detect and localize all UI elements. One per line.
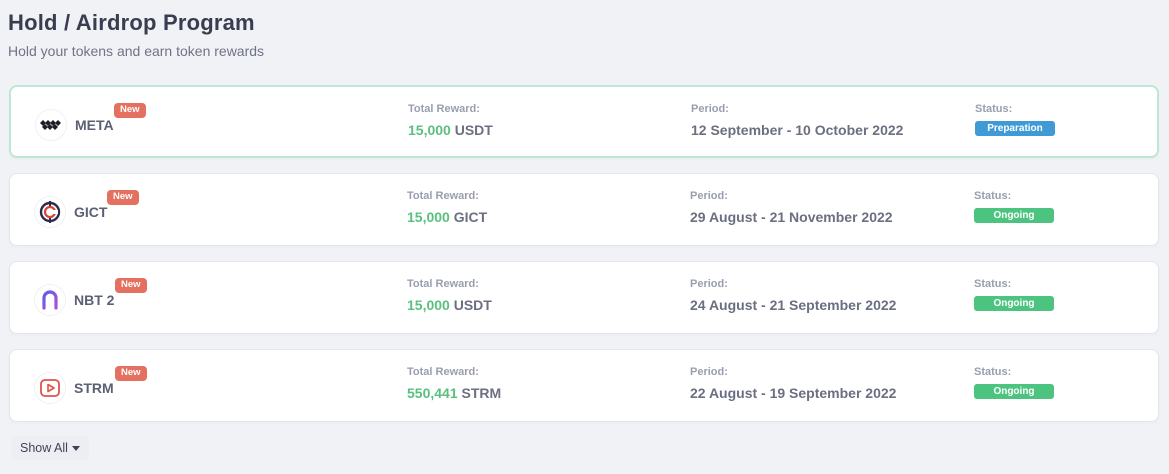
period-label: Period: [691, 103, 729, 115]
period-value: 29 August - 21 November 2022 [690, 209, 893, 225]
reward-amount: 15,000 [408, 122, 451, 138]
nbt-logo-icon [34, 284, 66, 316]
total-reward: Total Reward: 15,000 USDT [407, 278, 492, 313]
status-label: Status: [975, 103, 1013, 115]
status-label: Status: [974, 366, 1012, 378]
period-value: 24 August - 21 September 2022 [690, 297, 897, 313]
period: Period: 29 August - 21 November 2022 [690, 190, 893, 225]
total-reward-value: 550,441 STRM [407, 385, 501, 401]
program-card-strm[interactable]: STRM New Total Reward: 550,441 STRM Peri… [9, 349, 1159, 422]
token-name: STRM [74, 380, 114, 396]
total-reward-label: Total Reward: [408, 103, 480, 115]
reward-amount: 15,000 [407, 209, 450, 225]
status-badge: Ongoing [974, 208, 1054, 223]
token-name: META [75, 117, 114, 133]
total-reward-value: 15,000 USDT [408, 122, 493, 138]
total-reward: Total Reward: 15,000 GICT [407, 190, 487, 225]
status: Status: Ongoing [974, 190, 1054, 223]
total-reward-value: 15,000 GICT [407, 209, 487, 225]
new-badge: New [115, 366, 147, 381]
total-reward-label: Total Reward: [407, 190, 479, 202]
period-value: 22 August - 19 September 2022 [690, 385, 897, 401]
total-reward: Total Reward: 15,000 USDT [408, 103, 493, 138]
reward-amount: 15,000 [407, 297, 450, 313]
reward-unit: STRM [461, 385, 502, 401]
new-badge: New [114, 103, 146, 118]
page-title: Hold / Airdrop Program [8, 10, 255, 35]
reward-unit: USDT [454, 122, 493, 138]
total-reward-label: Total Reward: [407, 366, 479, 378]
reward-unit: GICT [453, 209, 488, 225]
page-subtitle: Hold your tokens and earn token rewards [8, 43, 265, 59]
period-label: Period: [690, 190, 728, 202]
status-badge: Ongoing [974, 384, 1054, 399]
strm-logo-icon [34, 372, 66, 404]
program-list: META New Total Reward: 15,000 USDT Perio… [9, 85, 1159, 437]
status-label: Status: [974, 278, 1012, 290]
program-card-nbt-2[interactable]: NBT 2 New Total Reward: 15,000 USDT Peri… [9, 261, 1159, 334]
reward-amount: 550,441 [407, 385, 458, 401]
page-header: Hold / Airdrop Program Hold your tokens … [8, 10, 264, 59]
period-label: Period: [690, 278, 728, 290]
status: Status: Ongoing [974, 366, 1054, 399]
token-info: GICT New [34, 190, 139, 230]
period: Period: 24 August - 21 September 2022 [690, 278, 896, 313]
meta-logo-icon [35, 109, 67, 141]
total-reward-label: Total Reward: [407, 278, 479, 290]
program-card-meta[interactable]: META New Total Reward: 15,000 USDT Perio… [9, 85, 1159, 158]
total-reward-value: 15,000 USDT [407, 297, 492, 313]
total-reward: Total Reward: 550,441 STRM [407, 366, 501, 401]
period-label: Period: [690, 366, 728, 378]
status-badge: Preparation [975, 121, 1055, 136]
show-all-label: Show All [20, 441, 68, 455]
gict-logo-icon [34, 196, 66, 228]
token-info: NBT 2 New [34, 278, 147, 318]
period-value: 12 September - 10 October 2022 [691, 122, 904, 138]
status: Status: Preparation [975, 103, 1055, 136]
show-all-button[interactable]: Show All [11, 436, 89, 460]
new-badge: New [107, 190, 139, 205]
new-badge: New [115, 278, 147, 293]
status-label: Status: [974, 190, 1012, 202]
token-info: META New [35, 103, 146, 143]
token-info: STRM New [34, 366, 147, 406]
status: Status: Ongoing [974, 278, 1054, 311]
token-name: NBT 2 [74, 292, 115, 308]
caret-down-icon [71, 445, 80, 451]
status-badge: Ongoing [974, 296, 1054, 311]
token-name: GICT [74, 204, 108, 220]
program-card-gict[interactable]: GICT New Total Reward: 15,000 GICT Perio… [9, 173, 1159, 246]
period: Period: 22 August - 19 September 2022 [690, 366, 896, 401]
reward-unit: USDT [453, 297, 492, 313]
period: Period: 12 September - 10 October 2022 [691, 103, 903, 138]
